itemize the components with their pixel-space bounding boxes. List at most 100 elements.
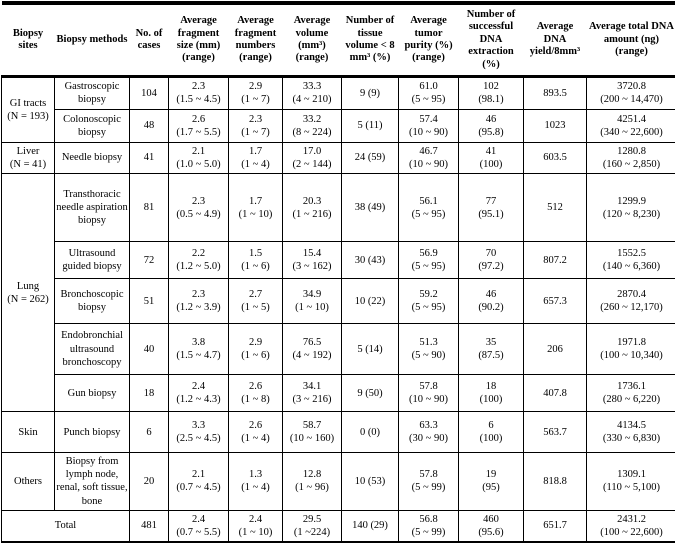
row-total: Total 481 2.4 (0.7 ~ 5.5) 2.4 (1 ~ 10) 2… (2, 510, 675, 542)
cases-cell: 20 (130, 453, 169, 511)
tissue-lt8-cell: 0 (0) (342, 412, 399, 453)
tissue-lt8-cell: 5 (14) (342, 324, 399, 375)
header-tissue-volume-lt8: Number of tissue volume < 8 mm³ (%) (342, 3, 399, 76)
method-cell: Transthoracic needle aspiration biopsy (55, 174, 130, 242)
purity-cell: 57.4 (10 ~ 90) (399, 109, 459, 142)
dna-yield-cell: 563.7 (524, 412, 587, 453)
purity-cell: 56.8 (5 ~ 99) (399, 510, 459, 542)
cases-cell: 51 (130, 279, 169, 324)
row-others: Others Biopsy from lymph node, renal, so… (2, 453, 675, 511)
volume-cell: 15.4 (3 ~ 162) (283, 242, 342, 279)
purity-cell: 51.3 (5 ~ 90) (399, 324, 459, 375)
tissue-lt8-cell: 5 (11) (342, 109, 399, 142)
frag-num-cell: 2.3 (1 ~ 7) (229, 109, 283, 142)
dna-total-cell: 1971.8 (100 ~ 10,340) (587, 324, 675, 375)
dna-yield-cell: 512 (524, 174, 587, 242)
header-successful-dna-extraction: Number of successful DNA extraction (%) (459, 3, 524, 76)
tissue-lt8-cell: 30 (43) (342, 242, 399, 279)
header-no-of-cases: No. of cases (130, 3, 169, 76)
dna-total-cell: 2431.2 (100 ~ 22,600) (587, 510, 675, 542)
header-avg-total-dna: Average total DNA amount (ng) (range) (587, 3, 675, 76)
purity-cell: 57.8 (10 ~ 90) (399, 375, 459, 412)
volume-cell: 33.2 (8 ~ 224) (283, 109, 342, 142)
dna-extract-cell: 46 (95.8) (459, 109, 524, 142)
dna-yield-cell: 818.8 (524, 453, 587, 511)
header-avg-dna-yield: Average DNA yield/8mm³ (524, 3, 587, 76)
frag-num-cell: 2.7 (1 ~ 5) (229, 279, 283, 324)
cases-cell: 18 (130, 375, 169, 412)
frag-num-cell: 2.6 (1 ~ 4) (229, 412, 283, 453)
table-body: GI tracts (N = 193) Gastroscopic biopsy … (2, 76, 675, 542)
dna-total-cell: 1280.8 (160 ~ 2,850) (587, 142, 675, 173)
volume-cell: 34.1 (3 ~ 216) (283, 375, 342, 412)
tissue-lt8-cell: 24 (59) (342, 142, 399, 173)
volume-cell: 12.8 (1 ~ 96) (283, 453, 342, 511)
volume-cell: 34.9 (1 ~ 10) (283, 279, 342, 324)
site-cell-gi-tracts: GI tracts (N = 193) (2, 76, 55, 142)
tissue-lt8-cell: 9 (9) (342, 76, 399, 109)
row-colonoscopic: Colonoscopic biopsy 48 2.6 (1.7 ~ 5.5) 2… (2, 109, 675, 142)
dna-extract-cell: 41 (100) (459, 142, 524, 173)
frag-size-cell: 3.8 (1.5 ~ 4.7) (169, 324, 229, 375)
method-cell: Needle biopsy (55, 142, 130, 173)
dna-yield-cell: 651.7 (524, 510, 587, 542)
dna-extract-cell: 35 (87.5) (459, 324, 524, 375)
method-cell: Punch biopsy (55, 412, 130, 453)
frag-num-cell: 1.7 (1 ~ 4) (229, 142, 283, 173)
frag-num-cell: 2.4 (1 ~ 10) (229, 510, 283, 542)
row-skin-punch: Skin Punch biopsy 6 3.3 (2.5 ~ 4.5) 2.6 … (2, 412, 675, 453)
header-row: Biopsy sites Biopsy methods No. of cases… (2, 3, 675, 76)
volume-cell: 76.5 (4 ~ 192) (283, 324, 342, 375)
dna-yield-cell: 407.8 (524, 375, 587, 412)
frag-size-cell: 2.1 (0.7 ~ 4.5) (169, 453, 229, 511)
header-avg-fragment-numbers: Average fragment numbers (range) (229, 3, 283, 76)
header-avg-tumor-purity: Average tumor purity (%) (range) (399, 3, 459, 76)
cases-cell: 40 (130, 324, 169, 375)
total-label-cell: Total (2, 510, 130, 542)
method-cell: Colonoscopic biopsy (55, 109, 130, 142)
dna-yield-cell: 603.5 (524, 142, 587, 173)
frag-size-cell: 2.4 (1.2 ~ 4.3) (169, 375, 229, 412)
row-gun-biopsy: Gun biopsy 18 2.4 (1.2 ~ 4.3) 2.6 (1 ~ 8… (2, 375, 675, 412)
row-bronchoscopic: Bronchoscopic biopsy 51 2.3 (1.2 ~ 3.9) … (2, 279, 675, 324)
volume-cell: 33.3 (4 ~ 210) (283, 76, 342, 109)
volume-cell: 29.5 (1 ~224) (283, 510, 342, 542)
frag-num-cell: 1.5 (1 ~ 6) (229, 242, 283, 279)
tissue-lt8-cell: 10 (53) (342, 453, 399, 511)
dna-yield-cell: 657.3 (524, 279, 587, 324)
dna-yield-cell: 1023 (524, 109, 587, 142)
purity-cell: 46.7 (10 ~ 90) (399, 142, 459, 173)
tissue-lt8-cell: 10 (22) (342, 279, 399, 324)
cases-cell: 72 (130, 242, 169, 279)
frag-size-cell: 2.1 (1.0 ~ 5.0) (169, 142, 229, 173)
cases-cell: 48 (130, 109, 169, 142)
method-cell: Bronchoscopic biopsy (55, 279, 130, 324)
row-transthoracic: Lung (N = 262) Transthoracic needle aspi… (2, 174, 675, 242)
frag-num-cell: 2.9 (1 ~ 6) (229, 324, 283, 375)
header-avg-fragment-size: Average fragment size (mm) (range) (169, 3, 229, 76)
method-cell: Gastroscopic biopsy (55, 76, 130, 109)
tissue-lt8-cell: 38 (49) (342, 174, 399, 242)
dna-extract-cell: 18 (100) (459, 375, 524, 412)
purity-cell: 63.3 (30 ~ 90) (399, 412, 459, 453)
dna-extract-cell: 6 (100) (459, 412, 524, 453)
dna-yield-cell: 206 (524, 324, 587, 375)
purity-cell: 57.8 (5 ~ 99) (399, 453, 459, 511)
volume-cell: 58.7 (10 ~ 160) (283, 412, 342, 453)
dna-extract-cell: 77 (95.1) (459, 174, 524, 242)
method-cell: Endobronchial ultrasound bronchoscopy (55, 324, 130, 375)
site-cell-others: Others (2, 453, 55, 511)
cases-cell: 481 (130, 510, 169, 542)
header-biopsy-methods: Biopsy methods (55, 3, 130, 76)
frag-size-cell: 2.3 (1.5 ~ 4.5) (169, 76, 229, 109)
purity-cell: 56.9 (5 ~ 95) (399, 242, 459, 279)
method-cell: Ultrasound guided biopsy (55, 242, 130, 279)
frag-num-cell: 1.3 (1 ~ 4) (229, 453, 283, 511)
row-liver-needle: Liver (N = 41) Needle biopsy 41 2.1 (1.0… (2, 142, 675, 173)
row-gastroscopic: GI tracts (N = 193) Gastroscopic biopsy … (2, 76, 675, 109)
frag-size-cell: 2.6 (1.7 ~ 5.5) (169, 109, 229, 142)
volume-cell: 20.3 (1 ~ 216) (283, 174, 342, 242)
frag-size-cell: 3.3 (2.5 ~ 4.5) (169, 412, 229, 453)
table-header: Biopsy sites Biopsy methods No. of cases… (2, 3, 675, 76)
